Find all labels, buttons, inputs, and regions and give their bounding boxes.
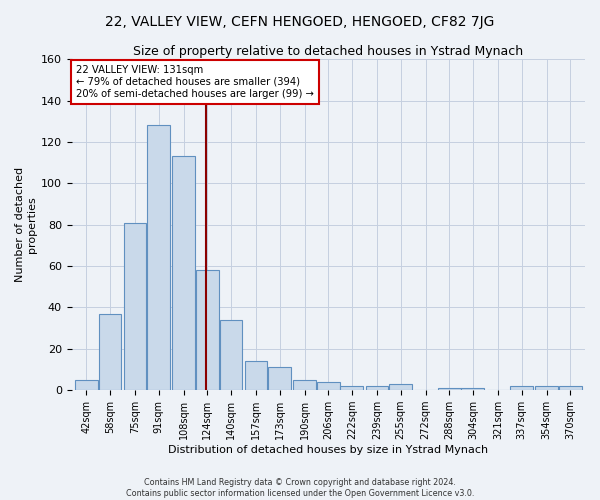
Bar — [438, 388, 461, 390]
Bar — [220, 320, 242, 390]
Bar — [75, 380, 98, 390]
Bar — [293, 380, 316, 390]
Bar — [124, 222, 146, 390]
Bar — [172, 156, 195, 390]
Bar — [365, 386, 388, 390]
Bar — [535, 386, 558, 390]
Text: 22 VALLEY VIEW: 131sqm
← 79% of detached houses are smaller (394)
20% of semi-de: 22 VALLEY VIEW: 131sqm ← 79% of detached… — [76, 66, 314, 98]
Bar — [461, 388, 484, 390]
Bar — [317, 382, 340, 390]
Bar — [510, 386, 533, 390]
Y-axis label: Number of detached
properties: Number of detached properties — [15, 167, 37, 282]
X-axis label: Distribution of detached houses by size in Ystrad Mynach: Distribution of detached houses by size … — [168, 445, 488, 455]
Bar — [196, 270, 219, 390]
Text: Contains HM Land Registry data © Crown copyright and database right 2024.
Contai: Contains HM Land Registry data © Crown c… — [126, 478, 474, 498]
Bar — [98, 314, 121, 390]
Bar — [559, 386, 581, 390]
Bar — [147, 126, 170, 390]
Bar — [389, 384, 412, 390]
Title: Size of property relative to detached houses in Ystrad Mynach: Size of property relative to detached ho… — [133, 45, 523, 58]
Bar — [268, 368, 291, 390]
Bar — [340, 386, 364, 390]
Bar — [245, 362, 268, 390]
Text: 22, VALLEY VIEW, CEFN HENGOED, HENGOED, CF82 7JG: 22, VALLEY VIEW, CEFN HENGOED, HENGOED, … — [106, 15, 494, 29]
